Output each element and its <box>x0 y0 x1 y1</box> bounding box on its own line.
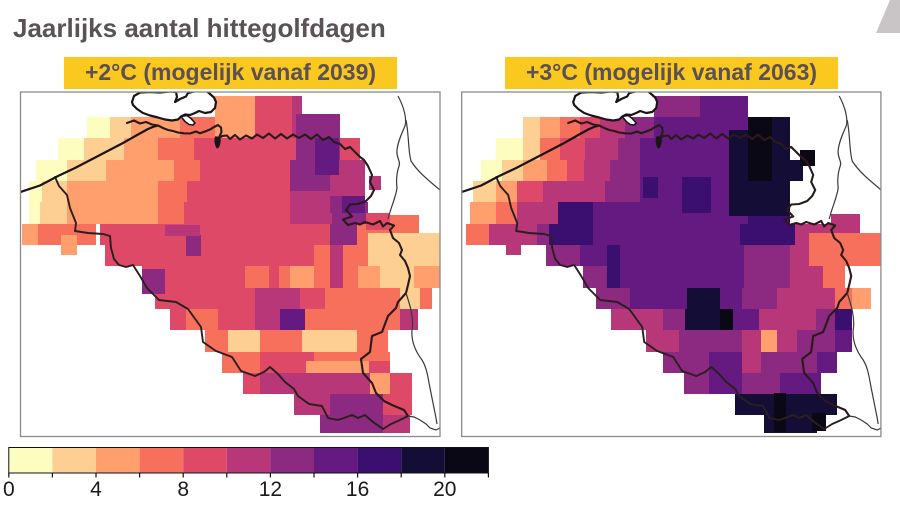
svg-text:4: 4 <box>90 478 102 501</box>
svg-text:20: 20 <box>433 478 456 501</box>
svg-text:12: 12 <box>259 478 282 501</box>
svg-text:0: 0 <box>3 478 15 501</box>
svg-text:16: 16 <box>346 478 369 501</box>
svg-text:8: 8 <box>177 478 189 501</box>
